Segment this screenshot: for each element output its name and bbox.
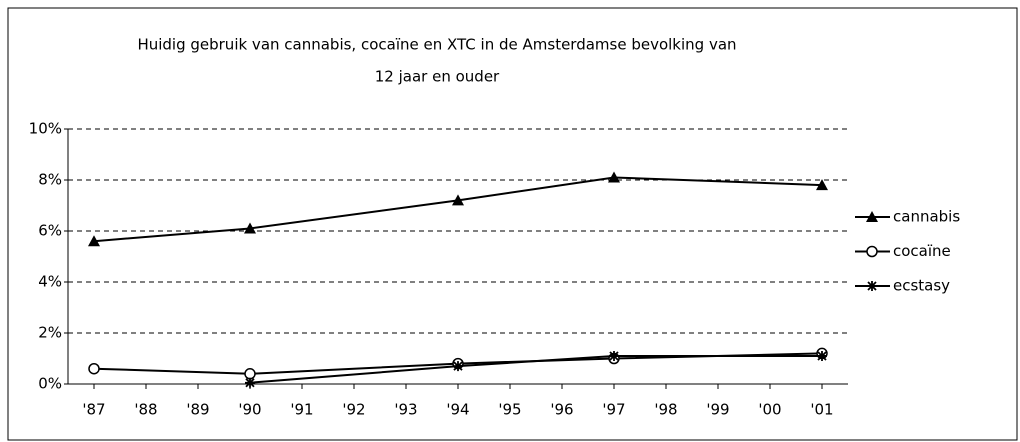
x-tick-label: '97 bbox=[602, 401, 625, 419]
x-tick-label: '87 bbox=[82, 401, 105, 419]
marker bbox=[817, 350, 827, 361]
marker bbox=[609, 350, 619, 361]
marker bbox=[244, 222, 256, 234]
marker bbox=[452, 194, 464, 206]
x-tick-label: '96 bbox=[550, 401, 573, 419]
y-tick-label: 2% bbox=[38, 324, 62, 342]
x-tick-label: '93 bbox=[394, 401, 417, 419]
marker bbox=[453, 361, 463, 372]
y-tick-label: 4% bbox=[38, 273, 62, 291]
marker bbox=[866, 211, 878, 222]
y-tick-label: 6% bbox=[38, 222, 62, 240]
y-tick-label: 8% bbox=[38, 171, 62, 189]
x-tick-label: '91 bbox=[290, 401, 313, 419]
x-tick-label: '89 bbox=[186, 401, 209, 419]
x-tick-label: '99 bbox=[706, 401, 729, 419]
x-tick-label: '00 bbox=[758, 401, 781, 419]
marker bbox=[867, 281, 877, 291]
y-tick-label: 10% bbox=[29, 120, 62, 138]
chart-frame bbox=[7, 7, 1018, 441]
legend-label: ecstasy bbox=[893, 277, 950, 295]
marker bbox=[866, 245, 878, 258]
marker bbox=[608, 171, 620, 183]
x-tick-label: '94 bbox=[446, 401, 469, 419]
chart-title: 12 jaar en ouder bbox=[375, 68, 500, 86]
legend-label: cocaïne bbox=[893, 242, 951, 260]
series-line bbox=[249, 354, 822, 384]
marker bbox=[88, 235, 100, 247]
x-tick-label: '95 bbox=[498, 401, 521, 419]
x-tick-label: '90 bbox=[238, 401, 261, 419]
marker bbox=[245, 377, 255, 388]
x-tick-label: '88 bbox=[134, 401, 157, 419]
chart-title: Huidig gebruik van cannabis, cocaïne en … bbox=[137, 36, 736, 54]
marker bbox=[816, 179, 828, 191]
y-tick-label: 0% bbox=[38, 375, 62, 393]
x-tick-label: '92 bbox=[342, 401, 365, 419]
x-tick-label: '98 bbox=[654, 401, 677, 419]
marker bbox=[244, 368, 256, 380]
x-tick-label: '01 bbox=[810, 401, 833, 419]
marker bbox=[88, 362, 100, 375]
legend-label: cannabis bbox=[893, 208, 960, 226]
